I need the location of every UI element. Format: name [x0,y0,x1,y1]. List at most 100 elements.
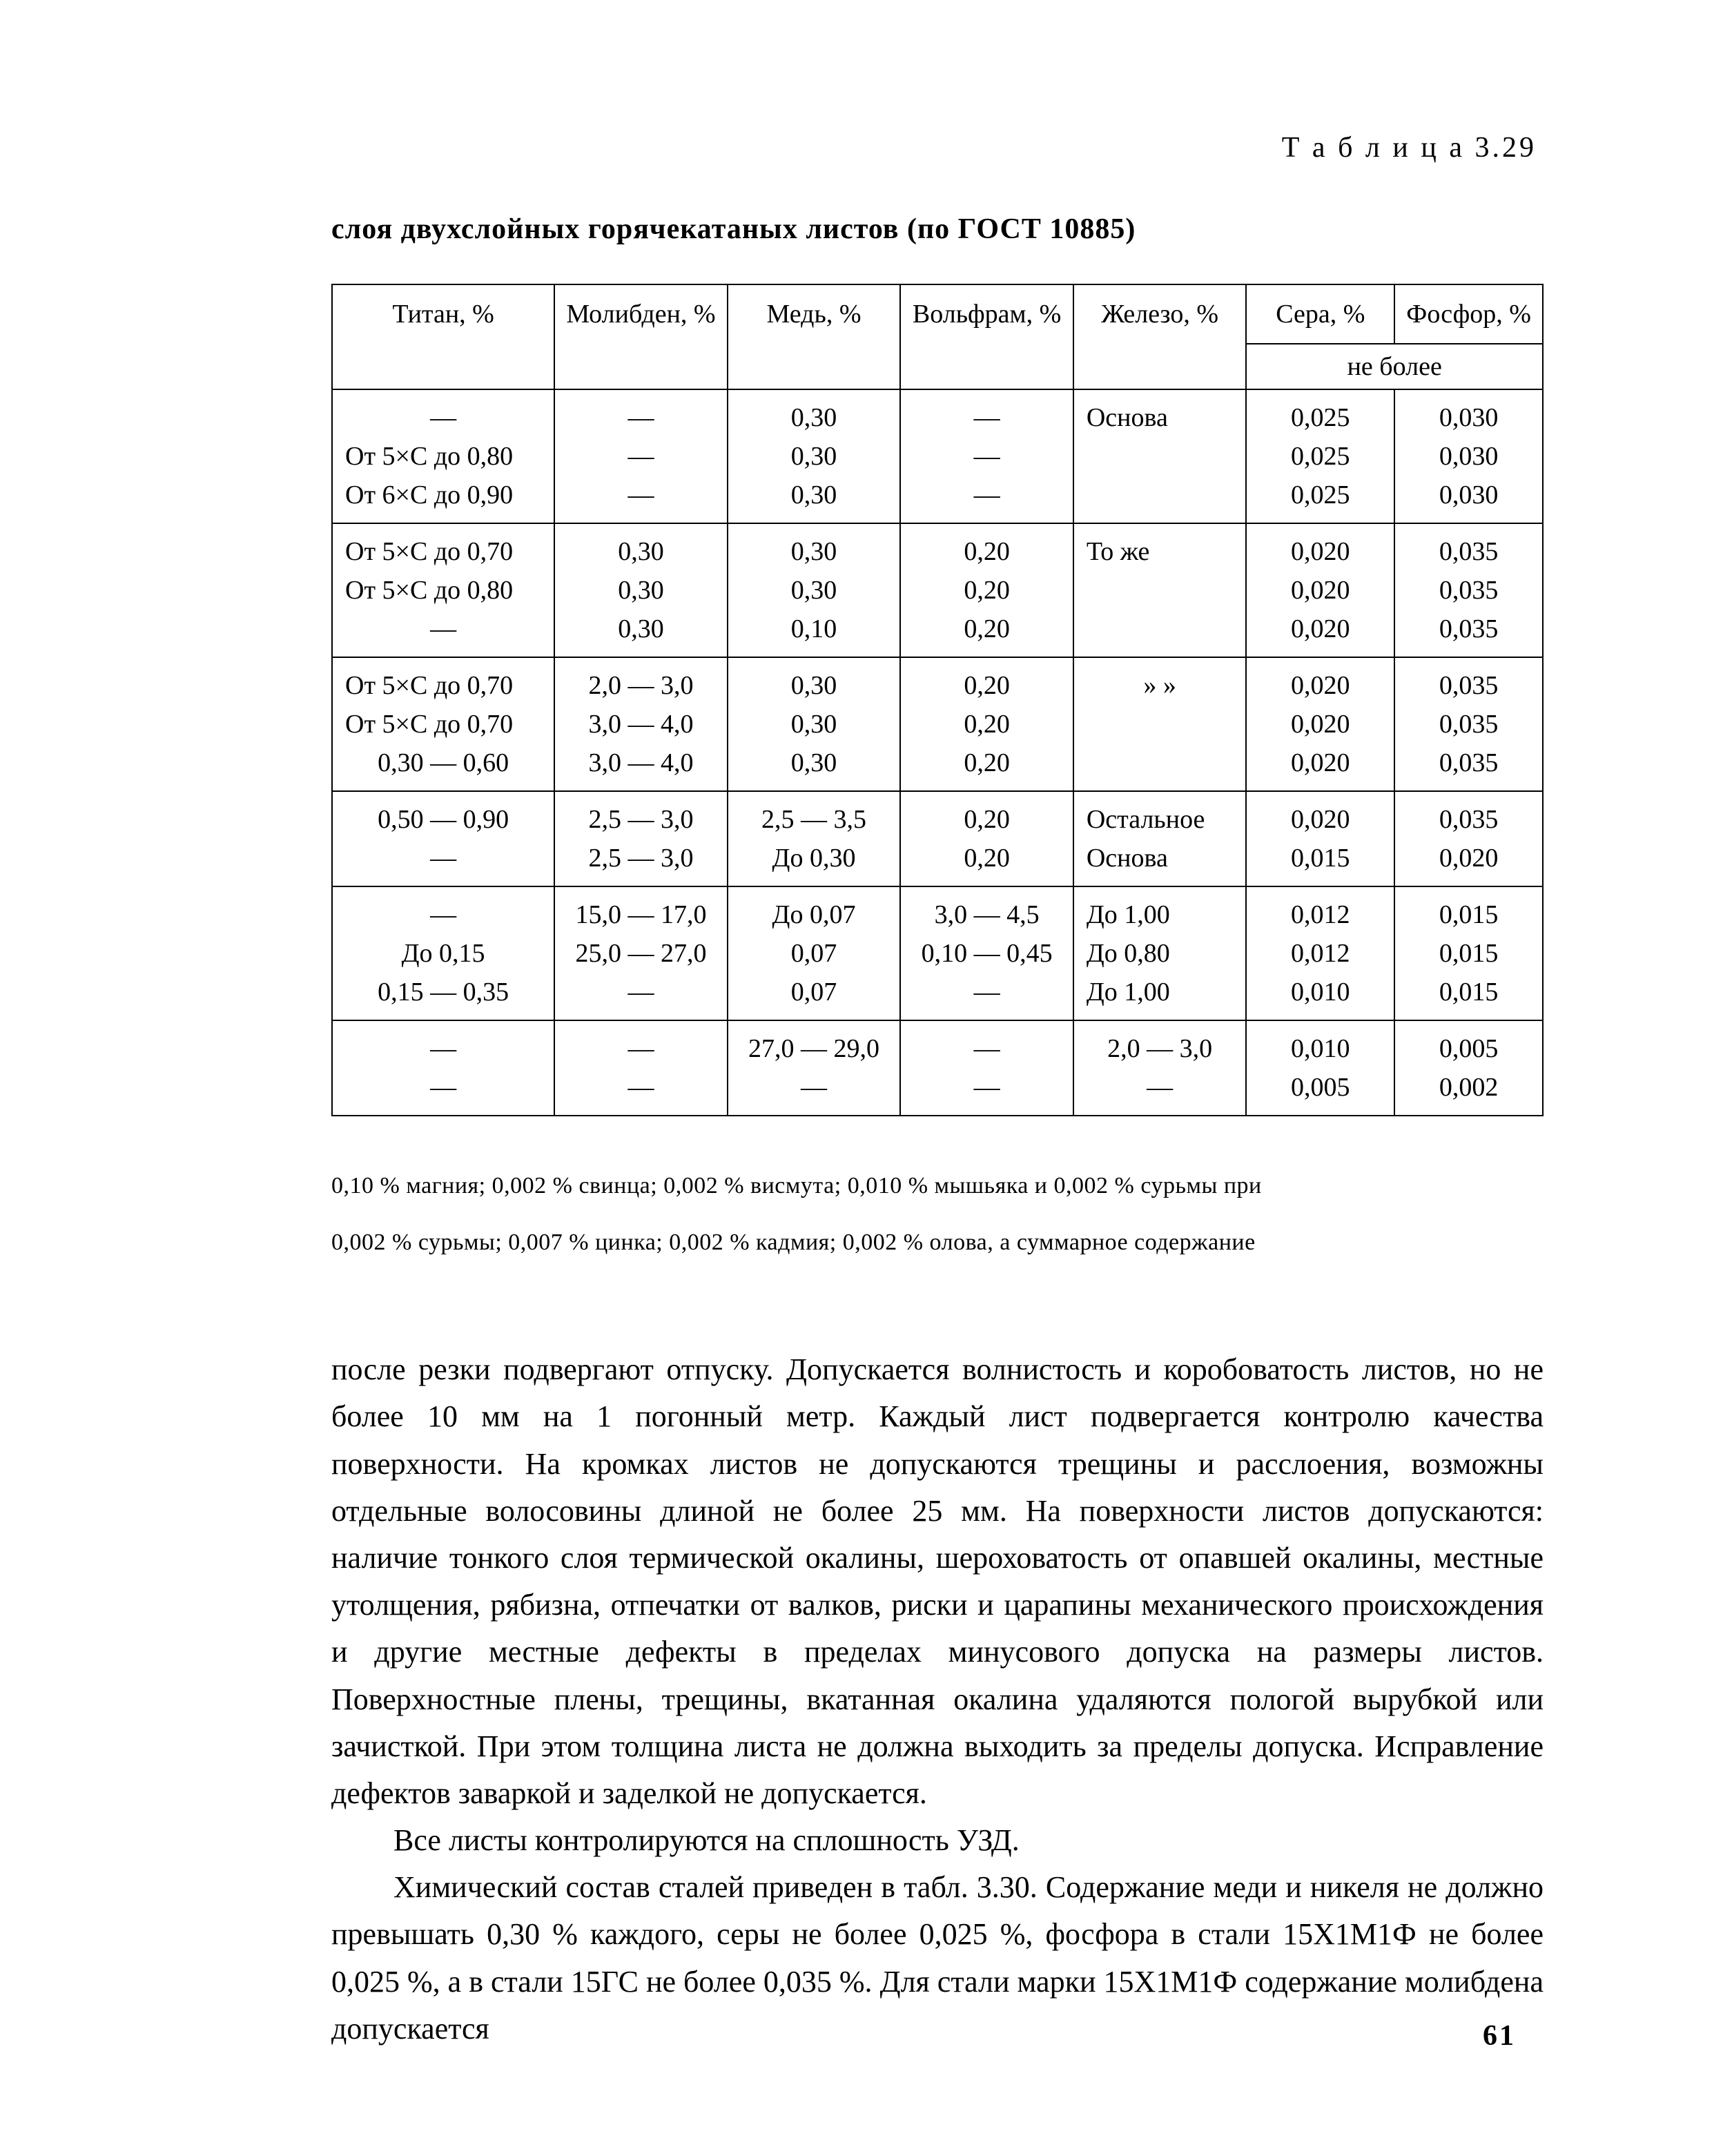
col-tungsten: Вольфрам, % [900,284,1073,389]
cell: 0,30 [728,705,901,744]
cell: 0,025 [1246,389,1394,437]
footnote-line: 0,002 % сурьмы; 0,007 % цинка; 0,002 % к… [331,1214,1544,1271]
col-molybdenum: Молибден, % [554,284,728,389]
cell [1073,744,1247,791]
cell: 0,020 [1246,705,1394,744]
cell: 0,020 [1246,657,1394,705]
table-row: 0,30 — 0,60 3,0 — 4,0 0,30 0,20 0,020 0,… [332,744,1543,791]
cell: — [332,839,554,886]
cell: 0,015 [1246,839,1394,886]
table-row: 0,50 — 0,90 2,5 — 3,0 2,5 — 3,5 0,20 Ост… [332,791,1543,839]
col-sulfur: Сера, % [1246,284,1394,344]
cell: 0,020 [1246,791,1394,839]
paragraph: Все листы контролируются на сплошность У… [331,1817,1544,1864]
table-header-row: Титан, % Молибден, % Медь, % Вольфрам, %… [332,284,1543,344]
cell: До 1,00 [1073,973,1247,1020]
cell: 0,20 [900,705,1073,744]
cell: » » [1073,657,1247,705]
table-row: — 15,0 — 17,0 До 0,07 3,0 — 4,5 До 1,00 … [332,886,1543,934]
cell: 27,0 — 29,0 [728,1020,901,1068]
cell: — [554,476,728,523]
cell: 0,20 [900,791,1073,839]
table-row: До 0,15 25,0 — 27,0 0,07 0,10 — 0,45 До … [332,934,1543,973]
cell: 0,005 [1394,1020,1543,1068]
cell: 0,005 [1246,1068,1394,1116]
cell: 0,012 [1246,886,1394,934]
table-row: От 6×С до 0,90 — 0,30 — 0,025 0,030 [332,476,1543,523]
cell: 0,020 [1246,571,1394,610]
cell: — [332,886,554,934]
cell: До 1,00 [1073,886,1247,934]
cell: 0,020 [1246,744,1394,791]
cell: 0,30 [554,610,728,657]
cell: 0,020 [1246,523,1394,571]
cell: 0,30 [728,523,901,571]
cell: До 0,07 [728,886,901,934]
paragraph: Химический состав сталей приведен в табл… [331,1864,1544,2052]
cell: 0,07 [728,973,901,1020]
table-row: — — — — — 0,005 0,002 [332,1068,1543,1116]
table-row: От 5×С до 0,70 2,0 — 3,0 0,30 0,20 » » 0… [332,657,1543,705]
cell: 2,5 — 3,5 [728,791,901,839]
table-row: От 5×С до 0,70 0,30 0,30 0,20 То же 0,02… [332,523,1543,571]
cell: От 5×С до 0,70 [332,657,554,705]
cell: 0,20 [900,571,1073,610]
cell: 0,20 [900,657,1073,705]
cell: От 5×С до 0,70 [332,705,554,744]
cell: 0,035 [1394,791,1543,839]
cell: До 0,30 [728,839,901,886]
table-row: От 5×С до 0,80 0,30 0,30 0,20 0,020 0,03… [332,571,1543,610]
cell: 0,20 [900,839,1073,886]
cell: До 0,80 [1073,934,1247,973]
cell: — [332,389,554,437]
col-iron: Железо, % [1073,284,1247,389]
cell: — [554,973,728,1020]
cell: 0,010 [1246,1020,1394,1068]
cell: 2,0 — 3,0 [554,657,728,705]
cell: 3,0 — 4,5 [900,886,1073,934]
cell: 0,035 [1394,610,1543,657]
cell: 0,020 [1394,839,1543,886]
cell: 0,020 [1246,610,1394,657]
cell: Основа [1073,839,1247,886]
cell [1073,705,1247,744]
cell [1073,437,1247,476]
cell: От 5×С до 0,70 [332,523,554,571]
cell: Основа [1073,389,1247,437]
cell: 0,025 [1246,437,1394,476]
col-titan: Титан, % [332,284,554,389]
table-row: От 5×С до 0,70 3,0 — 4,0 0,30 0,20 0,020… [332,705,1543,744]
cell: 0,035 [1394,657,1543,705]
cell: 0,30 [554,523,728,571]
body-text: после резки подвергают отпуску. Допускае… [331,1346,1544,2052]
cell: 25,0 — 27,0 [554,934,728,973]
page: Т а б л и ц а 3.29 слоя двухслойных горя… [0,0,1723,2156]
cell: — [900,476,1073,523]
cell: 0,015 [1394,973,1543,1020]
cell: 0,07 [728,934,901,973]
cell: — [332,610,554,657]
table-row: — — 27,0 — 29,0 — 2,0 — 3,0 0,010 0,005 [332,1020,1543,1068]
table-row: 0,15 — 0,35 — 0,07 — До 1,00 0,010 0,015 [332,973,1543,1020]
cell: 2,5 — 3,0 [554,839,728,886]
cell: — [900,973,1073,1020]
cell: Остальное [1073,791,1247,839]
col-copper: Медь, % [728,284,901,389]
cell: 0,15 — 0,35 [332,973,554,1020]
cell: — [554,437,728,476]
cell [1073,476,1247,523]
page-number: 61 [1483,2019,1516,2052]
cell: 0,015 [1394,934,1543,973]
cell: 0,035 [1394,571,1543,610]
cell: — [900,437,1073,476]
cell: — [332,1020,554,1068]
cell: 0,30 [728,437,901,476]
cell: То же [1073,523,1247,571]
cell: 0,50 — 0,90 [332,791,554,839]
cell: 0,30 [728,476,901,523]
cell: 0,20 [900,744,1073,791]
cell: — [554,1020,728,1068]
cell: 0,035 [1394,523,1543,571]
cell [1073,610,1247,657]
cell: 0,035 [1394,744,1543,791]
